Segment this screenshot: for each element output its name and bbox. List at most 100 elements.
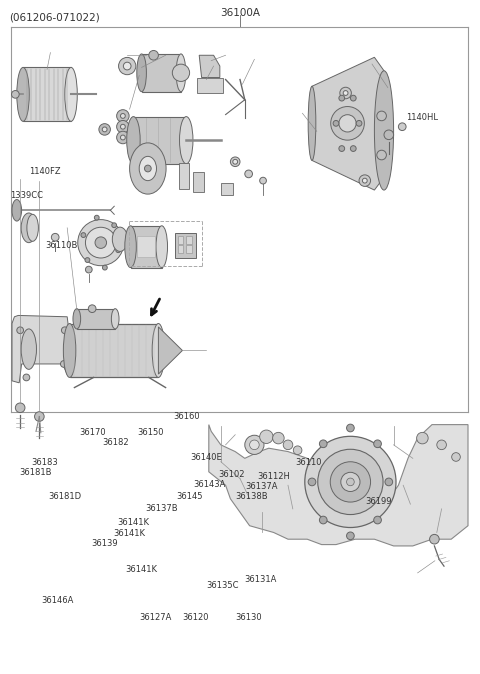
Circle shape [318, 450, 383, 514]
Text: 36143A: 36143A [193, 480, 225, 489]
Circle shape [305, 436, 396, 528]
Circle shape [120, 135, 125, 140]
Bar [197, 78, 223, 93]
Text: 36150: 36150 [137, 428, 163, 437]
Ellipse shape [308, 86, 316, 160]
Text: 36170: 36170 [79, 428, 106, 437]
Circle shape [362, 178, 367, 183]
Circle shape [102, 127, 107, 132]
Circle shape [172, 64, 190, 82]
Circle shape [116, 248, 120, 253]
Text: 36181B: 36181B [19, 468, 52, 477]
Circle shape [245, 435, 264, 454]
Bar [142, 54, 181, 92]
Ellipse shape [130, 143, 166, 194]
Circle shape [385, 478, 393, 486]
Ellipse shape [180, 117, 193, 164]
Circle shape [350, 95, 356, 101]
Bar [178, 245, 183, 253]
Text: 36127A: 36127A [139, 613, 171, 622]
Text: 36141K: 36141K [117, 518, 149, 526]
Text: 36160: 36160 [174, 412, 200, 421]
Circle shape [374, 516, 382, 524]
Ellipse shape [21, 213, 36, 243]
Ellipse shape [125, 226, 136, 268]
Text: 36110: 36110 [295, 458, 322, 467]
Bar [179, 163, 189, 189]
Circle shape [144, 165, 151, 172]
Bar [137, 236, 155, 257]
Circle shape [120, 113, 125, 119]
Circle shape [347, 532, 354, 540]
Circle shape [123, 62, 131, 70]
Text: 36100A: 36100A [220, 8, 260, 18]
Circle shape [99, 123, 110, 135]
Text: 36140E: 36140E [191, 453, 222, 462]
Text: 36102: 36102 [218, 470, 245, 479]
Circle shape [384, 130, 394, 140]
Circle shape [350, 146, 356, 152]
Bar [23, 67, 71, 121]
Text: 36145: 36145 [176, 492, 203, 501]
Bar [186, 245, 192, 253]
Circle shape [61, 327, 68, 334]
Text: 36199: 36199 [365, 497, 391, 506]
Text: 1140FZ: 1140FZ [29, 167, 60, 176]
Text: 36131A: 36131A [244, 575, 276, 584]
Circle shape [250, 440, 259, 450]
Circle shape [339, 146, 345, 152]
Text: 36183: 36183 [31, 458, 58, 467]
Ellipse shape [127, 117, 140, 164]
Circle shape [149, 51, 158, 60]
Circle shape [119, 57, 136, 75]
Circle shape [233, 159, 238, 164]
Circle shape [356, 121, 362, 126]
Circle shape [117, 121, 129, 133]
Ellipse shape [21, 329, 36, 369]
Ellipse shape [152, 324, 165, 377]
Text: 36146A: 36146A [41, 596, 73, 605]
Ellipse shape [12, 200, 22, 221]
Polygon shape [209, 425, 468, 546]
Circle shape [340, 87, 351, 99]
Circle shape [230, 157, 240, 166]
Text: 36141K: 36141K [114, 529, 146, 538]
Circle shape [95, 237, 107, 249]
Ellipse shape [374, 71, 394, 190]
Circle shape [85, 257, 90, 262]
Bar [186, 236, 192, 244]
Ellipse shape [65, 67, 77, 121]
Circle shape [330, 462, 371, 502]
Circle shape [377, 111, 386, 121]
Circle shape [85, 266, 92, 273]
Text: (061206-071022): (061206-071022) [9, 12, 99, 22]
Circle shape [343, 90, 348, 96]
Text: 36112H: 36112H [257, 472, 289, 481]
Text: 36181D: 36181D [48, 492, 81, 501]
Circle shape [293, 446, 302, 454]
Circle shape [273, 432, 284, 444]
Circle shape [398, 123, 406, 131]
Circle shape [430, 534, 439, 544]
Bar [77, 309, 115, 329]
Text: 36135C: 36135C [206, 581, 239, 590]
Ellipse shape [73, 309, 81, 329]
Ellipse shape [176, 54, 186, 92]
Circle shape [88, 305, 96, 313]
Circle shape [81, 233, 86, 237]
Circle shape [331, 106, 364, 140]
Polygon shape [12, 315, 70, 383]
Circle shape [102, 265, 107, 270]
Ellipse shape [139, 156, 156, 181]
Circle shape [319, 516, 327, 524]
Circle shape [283, 440, 293, 450]
Text: 36137B: 36137B [145, 504, 178, 513]
Circle shape [339, 115, 356, 132]
Circle shape [452, 453, 460, 461]
Text: 36182: 36182 [102, 438, 129, 447]
Text: 36110B: 36110B [46, 241, 78, 250]
Circle shape [12, 90, 19, 98]
Circle shape [85, 227, 116, 258]
Circle shape [339, 95, 345, 101]
Circle shape [377, 150, 386, 160]
